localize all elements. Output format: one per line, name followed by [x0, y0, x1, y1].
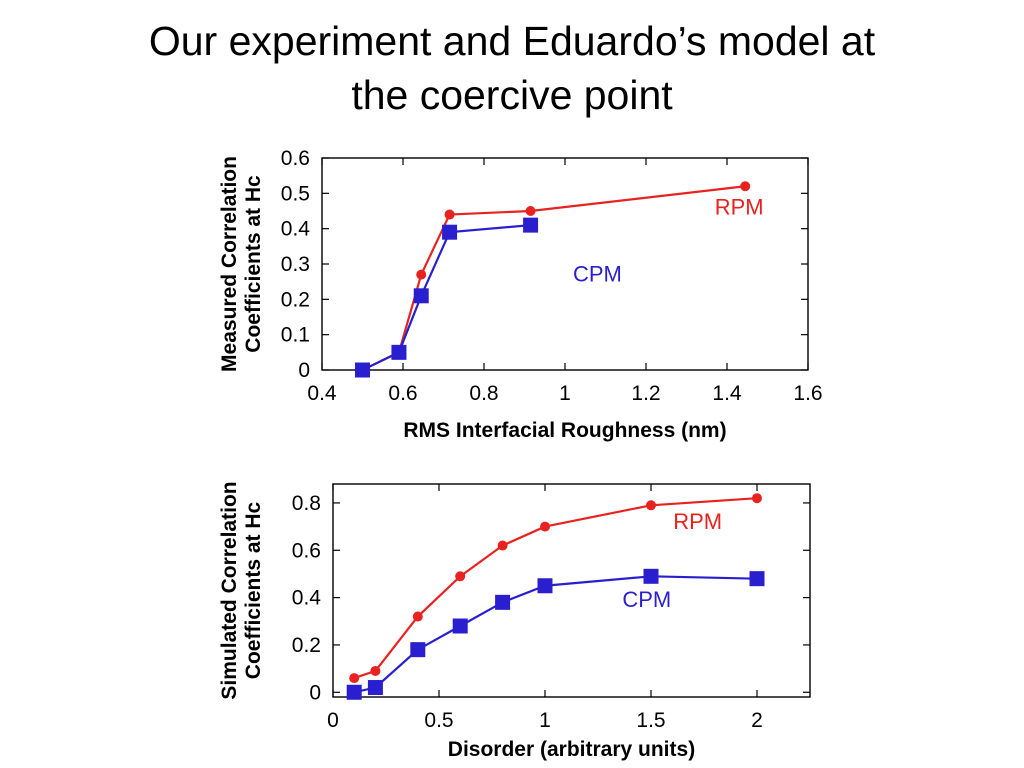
rpm-data-point: [444, 209, 455, 220]
cpm-series-line: [362, 224, 531, 371]
x-axis-label: RMS Interfacial Roughness (nm): [403, 419, 726, 442]
cpm-data-point: [643, 568, 659, 584]
rpm-series-label: RPM: [673, 509, 722, 534]
y-tick-label: 0.2: [281, 288, 310, 311]
plot-frame: [332, 483, 811, 698]
y-axis-label-line-1: Simulated Correlation: [218, 481, 241, 699]
y-tick-label: 0.6: [292, 539, 321, 562]
y-tick-label: 0.5: [281, 182, 310, 205]
slide-title-line-2: the coercive point: [351, 72, 673, 118]
rpm-data-point: [412, 611, 423, 622]
rpm-data-point: [416, 269, 427, 280]
cpm-data-point: [452, 618, 468, 634]
cpm-series-label: CPM: [622, 587, 671, 612]
rpm-series-line: [353, 497, 758, 680]
slide-title-line-1: Our experiment and Eduardo’s model at: [148, 18, 876, 64]
y-tick-label: 0: [309, 681, 321, 704]
cpm-data-point: [413, 288, 429, 304]
rpm-data-point: [740, 181, 751, 192]
rpm-data-point: [525, 206, 536, 216]
cpm-data-point: [355, 362, 370, 378]
simulated-correlation-chart: 0 0.5 1 1.5 2 0 0.2 0.4 0.6 0.8 Disorder (arbitrar…: [218, 481, 811, 761]
x-tick-label: 1.6: [793, 382, 822, 405]
rpm-data-point: [497, 540, 508, 551]
cpm-data-point: [410, 642, 426, 658]
cpm-data-point: [367, 680, 383, 696]
cpm-data-point: [391, 344, 407, 360]
y-tick-label: 0.3: [281, 253, 310, 276]
cpm-data-point: [495, 594, 511, 610]
x-tick-label: 0.5: [424, 709, 453, 732]
y-tick-label: 0: [298, 359, 310, 382]
cpm-data-point: [442, 224, 458, 240]
measured-correlation-chart: 0.4 0.6 0.8 1 1.2 1.4 1.6 0 0.1 0.2 0.3 0.4 0.5 0.6 RM…: [218, 147, 823, 442]
plot-frame: [321, 157, 809, 371]
rpm-data-point: [349, 673, 360, 684]
rpm-data-point: [540, 521, 550, 532]
cpm-data-point: [523, 217, 539, 233]
x-tick-label: 2: [751, 709, 763, 732]
x-tick-label: 1.2: [631, 382, 660, 405]
y-tick-label: 0.2: [292, 634, 321, 657]
slide-title: Our experiment and Eduardo’s model at th…: [0, 14, 1024, 122]
y-tick-label: 0.4: [292, 587, 322, 610]
y-tick-label: 0.1: [281, 324, 310, 347]
y-axis-label-line-2: Coefficients at Hc: [242, 501, 265, 679]
x-tick-label: 1: [539, 709, 551, 732]
rpm-data-point: [370, 665, 381, 676]
cpm-data-point: [346, 684, 362, 700]
y-tick-label: 0.4: [281, 218, 311, 241]
x-tick-label: 1: [559, 382, 571, 405]
x-tick-label: 1.4: [712, 382, 742, 405]
x-axis-label: Disorder (arbitrary units): [448, 738, 695, 761]
rpm-data-point: [752, 493, 762, 504]
y-axis-label-line-2: Coefficients at Hc: [242, 175, 265, 353]
cpm-series-label: CPM: [573, 262, 622, 287]
x-tick-label: 0: [327, 709, 339, 732]
x-tick-label: 0.6: [388, 382, 417, 405]
rpm-data-point: [646, 500, 656, 511]
x-tick-label: 1.5: [636, 709, 665, 732]
y-tick-label: 0.8: [292, 492, 321, 515]
cpm-series-line: [353, 575, 758, 694]
rpm-data-point: [455, 571, 466, 582]
rpm-series-label: RPM: [715, 195, 764, 220]
cpm-data-point: [749, 571, 765, 587]
y-tick-label: 0.6: [281, 147, 310, 170]
x-tick-label: 0.8: [469, 382, 498, 405]
x-tick-label: 0.4: [307, 382, 337, 405]
cpm-data-point: [537, 578, 553, 594]
y-axis-label-line-1: Measured Correlation: [218, 156, 241, 372]
